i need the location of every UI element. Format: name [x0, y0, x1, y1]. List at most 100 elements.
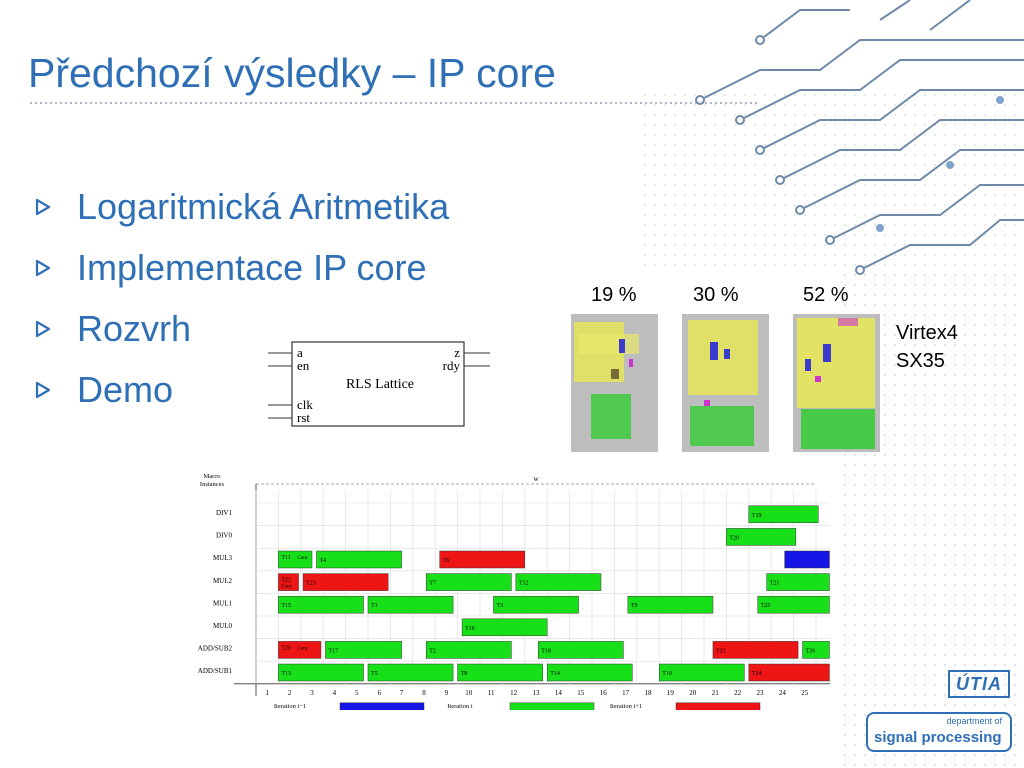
- task-label: T5: [371, 671, 378, 677]
- task-bar: [302, 573, 389, 591]
- task-bar: [425, 573, 512, 591]
- y-axis-title: Macro: [204, 473, 221, 480]
- task-bar: [712, 641, 799, 659]
- dept-text: department of: [946, 716, 1002, 726]
- triangle-bullet-icon: [35, 247, 77, 282]
- utilization-label: 30 %: [693, 284, 739, 306]
- task-bar: [316, 550, 402, 569]
- bullet-text: Logaritmická Aritmetika: [77, 186, 450, 227]
- task-bar: [757, 595, 830, 614]
- task-label: T11: [281, 555, 290, 561]
- tick-label: 11: [488, 689, 495, 697]
- tick-label: 13: [533, 689, 541, 697]
- tick-label: 14: [555, 689, 563, 697]
- task-bar: [784, 550, 830, 569]
- task-label: T14: [550, 671, 560, 677]
- triangle-bullet-icon: [35, 308, 77, 343]
- w-label: w: [533, 475, 539, 483]
- signal-processing-text: signal processing: [874, 729, 1002, 746]
- task-label: T23: [306, 581, 316, 587]
- legend-swatch: [509, 702, 595, 710]
- tick-label: 5: [355, 689, 359, 697]
- task-label: T8: [461, 671, 468, 677]
- fpga-floorplan-image: [571, 314, 658, 452]
- task-label: T2: [429, 648, 436, 654]
- tick-label: 24: [779, 689, 787, 697]
- row-label: MUL1: [213, 599, 233, 607]
- tick-label: 23: [757, 689, 765, 697]
- tick-label: 17: [622, 689, 630, 697]
- task-sublabel: Cont.: [297, 646, 308, 651]
- tick-label: 2: [288, 689, 292, 697]
- port-a: a: [297, 345, 303, 360]
- tick-label: 18: [645, 689, 653, 697]
- task-bar: [748, 505, 819, 524]
- task-label: T26: [806, 648, 816, 654]
- task-label: T13: [281, 671, 291, 677]
- task-sublabel: Cont.: [297, 556, 308, 561]
- task-label: T25: [761, 603, 771, 609]
- tick-label: 22: [734, 689, 742, 697]
- tick-label: 15: [577, 689, 585, 697]
- tick-label: 25: [801, 689, 809, 697]
- task-label: T1: [371, 603, 378, 609]
- task-bar: [278, 663, 364, 682]
- slide-title: Předchozí výsledky – IP core: [28, 50, 556, 96]
- tick-label: 12: [510, 689, 517, 697]
- task-label: T6: [443, 558, 450, 564]
- task-bar: [439, 550, 526, 569]
- y-axis-title: Instances: [200, 481, 225, 488]
- task-bar: [748, 663, 830, 682]
- task-bar: [627, 595, 714, 614]
- task-label: T22: [281, 578, 291, 584]
- task-sublabel: Cont.: [281, 585, 292, 590]
- fpga-floorplan-image: [682, 314, 769, 452]
- task-bar: [658, 663, 745, 682]
- rls-lattice-block: a en clk rst z rdy RLS Lattice: [268, 341, 490, 427]
- task-label: T12: [519, 581, 529, 587]
- task-label: T3: [496, 603, 503, 609]
- legend-text: Iteration i−1: [274, 703, 306, 710]
- bullet-text: Demo: [77, 369, 174, 410]
- row-label: MUL2: [213, 577, 233, 585]
- tick-label: 3: [310, 689, 314, 697]
- tick-label: 20: [689, 689, 697, 697]
- tick-label: 21: [712, 689, 720, 697]
- task-bar: [546, 663, 633, 682]
- task-label: T15: [281, 603, 291, 609]
- fpga-floorplan-image: [793, 314, 880, 452]
- utia-logo-text: ÚTIA: [956, 673, 1002, 694]
- task-bar: [457, 663, 543, 682]
- tick-label: 19: [667, 689, 675, 697]
- tick-label: 10: [465, 689, 473, 697]
- task-bar: [493, 595, 579, 614]
- utia-logo: ÚTIA: [948, 670, 1010, 698]
- task-bar: [278, 595, 364, 614]
- bullet-item: Demo: [35, 369, 449, 430]
- task-bar: [461, 618, 548, 637]
- port-rst: rst: [297, 410, 310, 425]
- bullet-item: Implementace IP core: [35, 247, 449, 308]
- task-label: T19: [752, 513, 762, 519]
- legend-text: Iteration i: [447, 703, 473, 710]
- utilization-label: 52 %: [803, 284, 849, 306]
- task-label: T21: [770, 581, 780, 587]
- task-label: T7: [429, 581, 436, 587]
- row-label: ADD/SUB2: [198, 645, 233, 653]
- task-label: T17: [328, 648, 338, 654]
- task-bar: [766, 573, 830, 591]
- utilization-label: 19 %: [591, 284, 637, 306]
- task-label: T20: [729, 535, 739, 541]
- task-label: T21: [716, 648, 726, 654]
- row-label: MUL3: [213, 554, 233, 562]
- task-label: T16: [465, 626, 475, 632]
- signal-processing-logo: department of signal processing: [866, 712, 1012, 752]
- task-label: T26: [281, 645, 291, 651]
- device-name: Virtex4: [896, 322, 958, 344]
- task-bar: [278, 573, 299, 591]
- task-bar: [515, 573, 602, 591]
- task-bar: [726, 528, 797, 546]
- task-bar: [367, 595, 454, 614]
- port-en: en: [297, 358, 310, 373]
- bullet-item: Rozvrh: [35, 308, 449, 369]
